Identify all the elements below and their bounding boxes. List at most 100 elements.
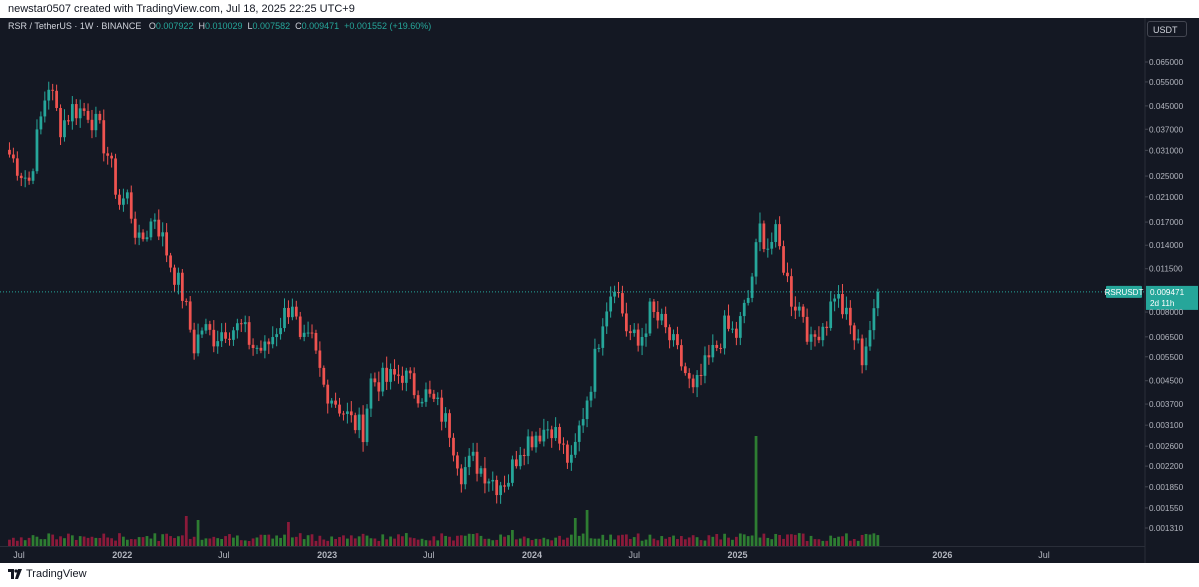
candle-body (188, 301, 192, 330)
volume-bar (275, 535, 279, 546)
volume-bar (310, 534, 314, 546)
volume-bar (165, 533, 169, 546)
candle-body (8, 149, 11, 155)
volume-bar (169, 536, 172, 546)
volume-bar (416, 539, 420, 546)
candle-body (318, 350, 322, 368)
candle-body (707, 355, 711, 358)
candle-body (169, 255, 172, 268)
candle-body (133, 218, 137, 238)
volume-bar (381, 534, 385, 546)
candle-body (821, 326, 825, 341)
candle-body (617, 291, 620, 294)
volume-bar (754, 436, 758, 546)
volume-bar (420, 538, 424, 546)
volume-bar (353, 538, 357, 546)
candle-body (94, 113, 98, 131)
volume-bar (157, 540, 161, 546)
candle-body (487, 481, 491, 484)
candle-body (511, 459, 514, 483)
volume-bar (302, 539, 306, 546)
volume-bar (746, 536, 750, 546)
volume-bar (235, 535, 239, 546)
tradingview-brand[interactable]: TradingView (8, 568, 87, 580)
volume-bar (585, 510, 589, 546)
volume-bar (680, 536, 683, 546)
candle-body (778, 224, 781, 247)
y-tick-label: 0.002600 (1149, 442, 1184, 451)
candle-body (204, 324, 208, 331)
candle-body (554, 427, 558, 439)
volume-bar (263, 534, 267, 546)
volume-bar (463, 535, 467, 546)
volume-bar (452, 540, 455, 546)
volume-bar (876, 535, 880, 546)
candle-body (424, 389, 428, 402)
candle-body (70, 104, 74, 122)
candle-body (573, 441, 577, 455)
volume-bar (605, 539, 609, 546)
candle-body (624, 313, 628, 332)
candle-body (837, 294, 840, 299)
candle-body (306, 332, 310, 334)
volume-bar (82, 536, 86, 546)
x-tick-label: 2024 (522, 550, 542, 560)
candle-body (695, 375, 699, 388)
volume-bar (825, 540, 829, 546)
volume-bar (475, 533, 479, 546)
candle-body (605, 311, 609, 327)
volume-bar (613, 539, 616, 546)
chart-header: newstar0507 created with TradingView.com… (0, 0, 1199, 18)
candle-body (165, 232, 169, 256)
volume-bar (19, 537, 23, 546)
volume-bar (644, 539, 648, 546)
currency-button[interactable]: USDT (1147, 21, 1187, 37)
candle-body (35, 129, 39, 172)
chart-footer: TradingView (0, 563, 1199, 587)
chart-frame[interactable]: RSRUSDT 0.009471 2d 11h 0.065000 0.055000 0.… (0, 18, 1199, 563)
volume-bar (283, 534, 286, 546)
y-tick-label: 0.065000 (1149, 58, 1184, 67)
candle-body (373, 378, 377, 383)
volume-bar (593, 538, 597, 546)
candle-body (67, 120, 70, 122)
candle-body (420, 401, 424, 404)
volume-bar (703, 540, 707, 546)
price-axis[interactable]: 0.065000 0.055000 0.045000 0.037000 0.031000… (1144, 18, 1184, 563)
volume-bar (542, 537, 546, 546)
volume-bar (848, 540, 852, 546)
candle-body (180, 272, 184, 301)
candle-body (562, 443, 565, 445)
candle-body (507, 482, 510, 487)
candle-body (47, 89, 51, 101)
close-label: C (295, 21, 302, 31)
candle-body (668, 327, 671, 341)
candle-body (224, 332, 227, 339)
volume-bar (624, 534, 628, 546)
volume-bar (731, 539, 734, 546)
volume-bar (279, 537, 282, 546)
candle-body (322, 367, 326, 385)
volume-bar (436, 540, 440, 546)
candle-body (703, 355, 707, 376)
volume-bar (208, 538, 212, 546)
volume-bar (428, 540, 432, 546)
open-value: 0.007922 (155, 21, 194, 31)
candle-body (125, 192, 129, 199)
volume-bar (243, 540, 247, 546)
volume-bar (361, 533, 365, 546)
volume-bar (440, 533, 444, 546)
volume-bar (448, 536, 451, 546)
candle-body (691, 378, 695, 388)
volume-bar (683, 539, 687, 546)
volume-bar (239, 540, 243, 546)
volume-bar (845, 533, 848, 546)
open-label: O (148, 21, 156, 31)
time-axis[interactable]: Jul 2022 Jul 2023 Jul 2024 Jul 2025 2026 Jul (0, 546, 1145, 561)
volume-bar (326, 540, 330, 546)
volume-bar (471, 534, 475, 546)
volume-bar (640, 540, 644, 546)
volume-bar (63, 538, 66, 546)
volume-bar (114, 540, 117, 546)
